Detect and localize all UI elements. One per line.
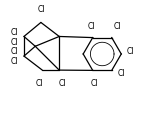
Text: Cl: Cl bbox=[88, 22, 95, 31]
Text: Cl: Cl bbox=[11, 38, 18, 47]
Text: Cl: Cl bbox=[90, 79, 98, 88]
Text: Cl: Cl bbox=[117, 69, 125, 78]
Text: Cl: Cl bbox=[58, 79, 66, 87]
Text: Cl: Cl bbox=[11, 28, 18, 37]
Text: Cl: Cl bbox=[11, 47, 18, 56]
Text: Cl: Cl bbox=[11, 57, 18, 66]
Text: Cl: Cl bbox=[37, 5, 45, 14]
Text: Cl: Cl bbox=[127, 47, 134, 56]
Text: Cl: Cl bbox=[113, 22, 121, 31]
Text: Cl: Cl bbox=[36, 79, 43, 87]
